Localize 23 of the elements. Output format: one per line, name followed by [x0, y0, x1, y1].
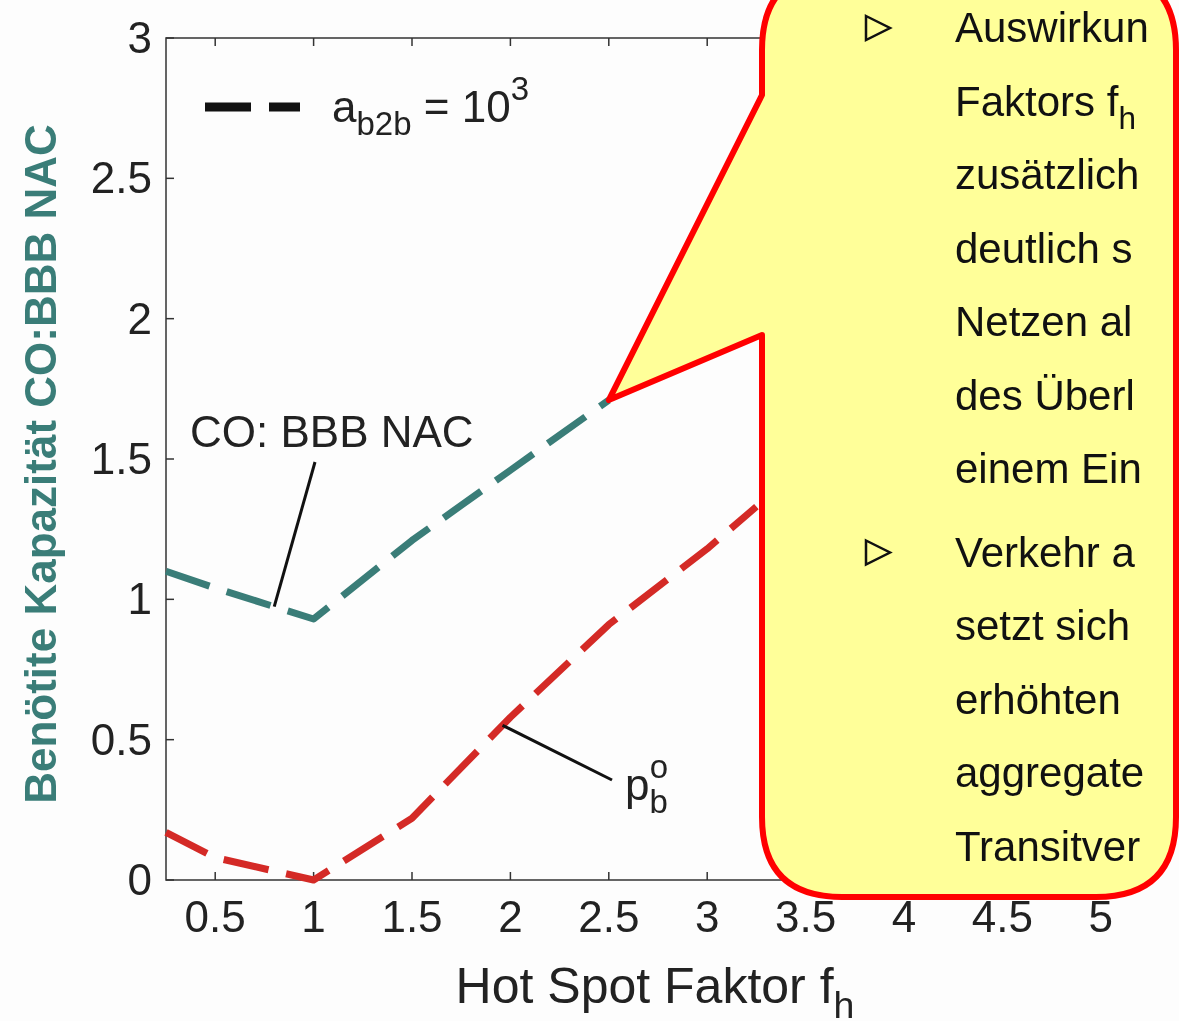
y-tick-label: 1 — [127, 574, 152, 624]
annotation: a$_{b2b}$ = 10$^{3}$ — [332, 70, 529, 143]
x-tick-label: 4.5 — [971, 892, 1033, 941]
y-tick-label: 0.5 — [90, 714, 152, 764]
y-tick-label: 0 — [127, 855, 152, 904]
x-tick-label: 0.5 — [184, 892, 246, 941]
x-tick-label: 1.5 — [381, 892, 443, 941]
y-tick-label: 1.5 — [90, 434, 152, 483]
annotation: Verkehr a setzt sich erhöhten aggregate Transitver — [955, 528, 1145, 870]
annotation: Auswirkun Faktors f$_{h}$ zusätzlich deutlich s Netzen al des Überl einem Ein — [955, 4, 1149, 492]
x-tick-label: 5 — [1088, 892, 1114, 941]
x-tick-label: 2 — [498, 892, 523, 941]
x-tick-label: 2.5 — [578, 892, 640, 941]
y-tick-label: 2.5 — [90, 153, 152, 203]
x-tick-label: 1 — [301, 892, 326, 941]
x-axis-title: Hot Spot Faktor f$_{h}$ — [455, 958, 855, 1021]
y-tick-label: 2 — [127, 293, 152, 343]
y-tick-label: 3 — [127, 13, 152, 62]
y-axis-title: Benötite Kapazität CO:BBB NAC — [16, 124, 65, 804]
series-label: CO: BBB NAC — [190, 407, 474, 456]
x-tick-label: 4 — [891, 892, 917, 941]
x-tick-label: 3.5 — [775, 892, 837, 941]
x-tick-label: 3 — [694, 892, 720, 941]
